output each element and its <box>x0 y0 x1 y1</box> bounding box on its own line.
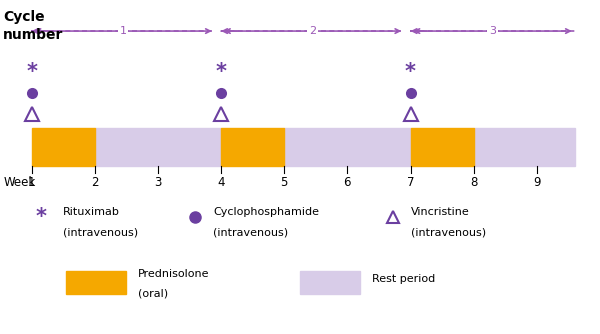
Text: Rest period: Rest period <box>372 274 435 284</box>
Text: (intravenous): (intravenous) <box>63 227 138 237</box>
Text: 9: 9 <box>533 176 541 189</box>
Text: (intravenous): (intravenous) <box>411 227 486 237</box>
Bar <box>300 271 360 294</box>
Text: (intravenous): (intravenous) <box>213 227 288 237</box>
Bar <box>410 128 473 166</box>
Text: *: * <box>215 62 227 82</box>
Text: 1: 1 <box>119 26 127 36</box>
Text: *: * <box>26 62 37 82</box>
Bar <box>95 128 221 166</box>
Text: *: * <box>36 207 47 227</box>
Text: Cycle
number: Cycle number <box>3 10 64 42</box>
Text: 8: 8 <box>470 176 478 189</box>
Text: Week: Week <box>3 176 35 189</box>
Text: *: * <box>405 62 416 82</box>
Text: (oral): (oral) <box>138 289 168 299</box>
Text: 2: 2 <box>91 176 98 189</box>
Text: 6: 6 <box>344 176 351 189</box>
Bar <box>284 128 410 166</box>
Text: 3: 3 <box>154 176 161 189</box>
Text: Vincristine: Vincristine <box>411 207 470 217</box>
Bar <box>32 128 95 166</box>
Bar <box>473 128 575 166</box>
Text: 7: 7 <box>407 176 414 189</box>
Text: 4: 4 <box>217 176 225 189</box>
Text: 3: 3 <box>489 26 496 36</box>
Text: 2: 2 <box>309 26 316 36</box>
Text: Cyclophosphamide: Cyclophosphamide <box>213 207 319 217</box>
Text: Prednisolone: Prednisolone <box>138 269 209 279</box>
Bar <box>221 128 284 166</box>
Bar <box>66 271 126 294</box>
Text: 5: 5 <box>281 176 288 189</box>
Text: Rituximab: Rituximab <box>63 207 120 217</box>
Text: 1: 1 <box>28 176 35 189</box>
